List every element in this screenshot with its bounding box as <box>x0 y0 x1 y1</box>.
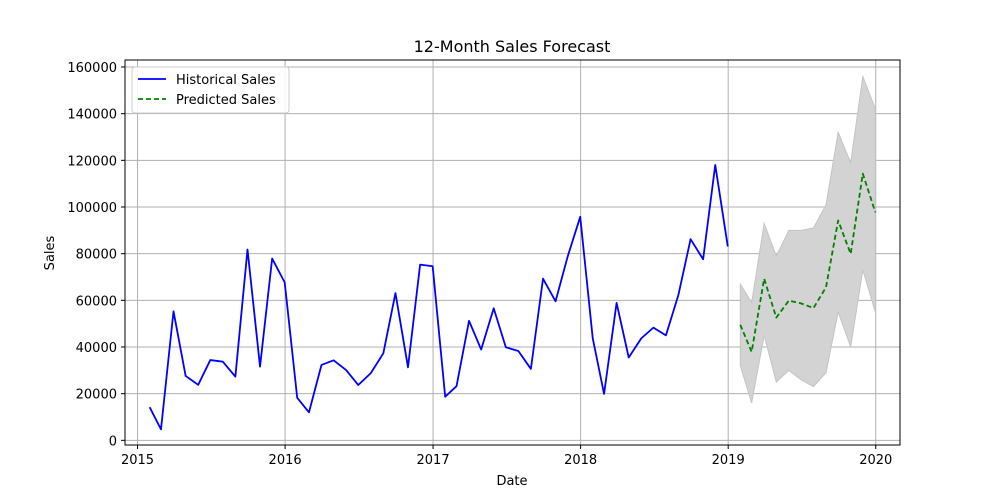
plot-frame <box>124 59 901 446</box>
x-tick-label: 2015 <box>121 453 154 468</box>
x-tick-label: 2017 <box>417 453 450 468</box>
confidence-band <box>739 74 876 404</box>
y-tick-label: 60000 <box>76 294 117 309</box>
chart-title: 12-Month Sales Forecast <box>414 37 611 56</box>
y-tick-label: 0 <box>109 434 117 449</box>
x-tick-label: 2016 <box>269 453 302 468</box>
legend-label-historical: Historical Sales <box>176 73 276 88</box>
x-tick-label: 2019 <box>712 453 745 468</box>
y-tick-label: 20000 <box>76 388 117 403</box>
y-axis-label: Sales <box>43 235 58 270</box>
legend: Historical Sales Predicted Sales <box>131 66 290 114</box>
series-layer <box>148 164 877 431</box>
historical-sales-line <box>148 164 729 431</box>
confidence-band-layer <box>739 74 876 404</box>
legend-label-predicted: Predicted Sales <box>176 93 276 108</box>
tick-layer: 2015 2016 2017 2018 2019 2020 0 20000 40000 60000… <box>67 61 892 468</box>
legend-box <box>131 66 290 114</box>
y-tick-label: 140000 <box>67 108 117 123</box>
y-tick-label: 40000 <box>76 341 117 356</box>
y-tick-label: 160000 <box>67 61 117 76</box>
y-tick-label: 120000 <box>67 154 117 169</box>
predicted-sales-line <box>739 172 877 353</box>
x-tick-label: 2018 <box>564 453 597 468</box>
y-tick-label: 80000 <box>76 248 117 263</box>
y-tick-label: 100000 <box>67 201 117 216</box>
x-axis-label: Date <box>496 474 527 489</box>
x-tick-label: 2020 <box>859 453 892 468</box>
